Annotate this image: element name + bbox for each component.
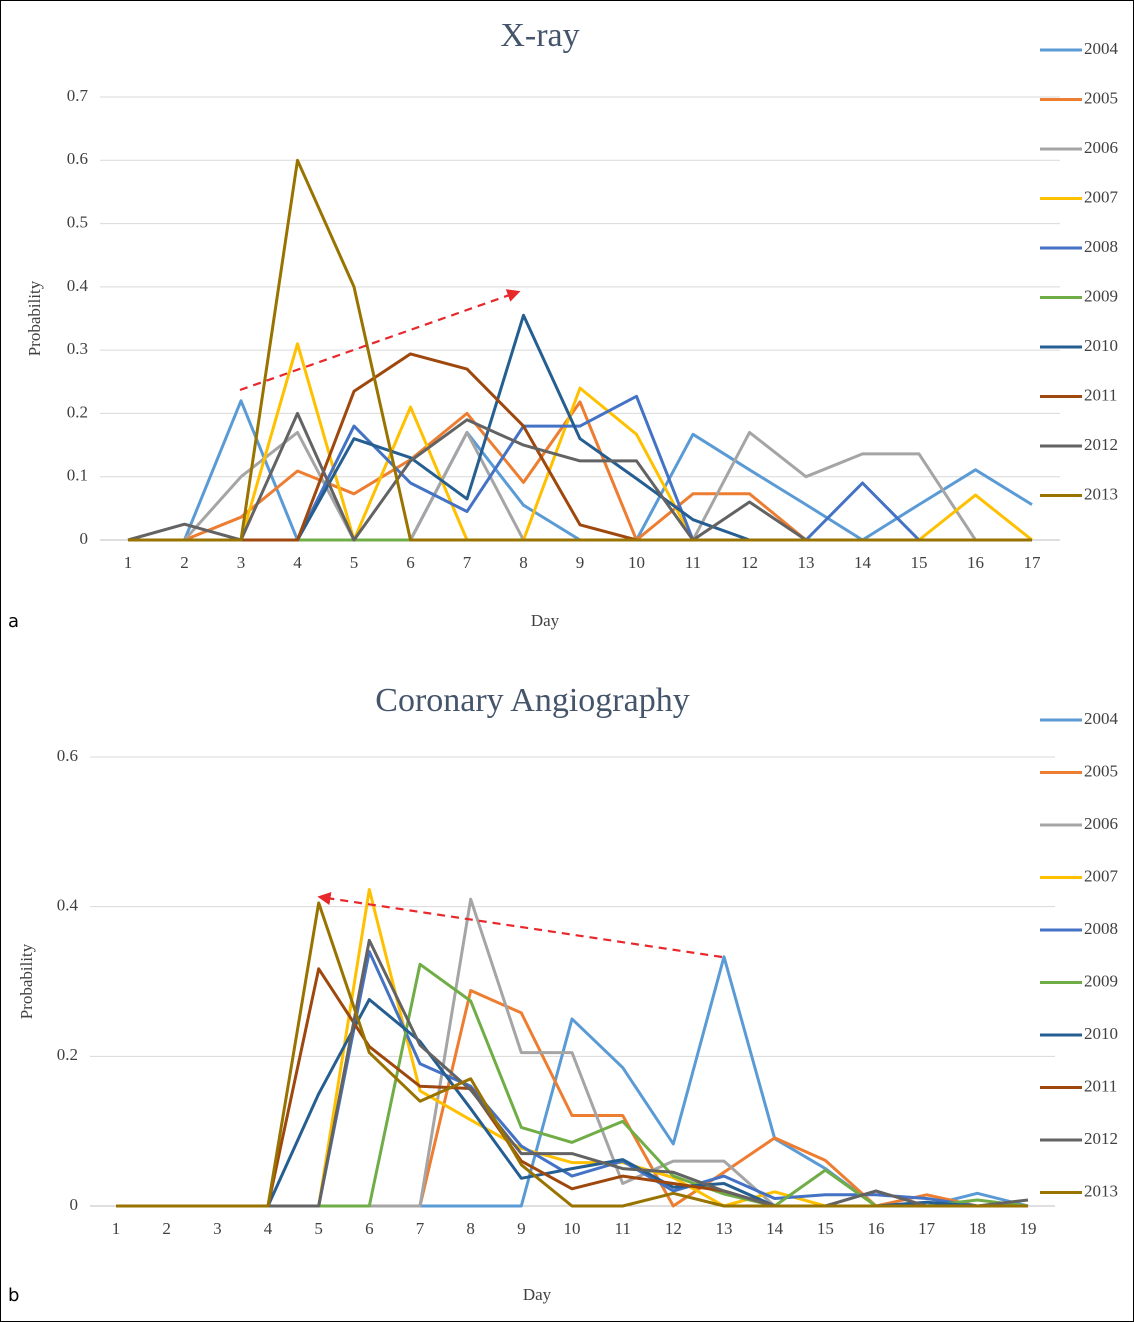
legend-label: 2013	[1084, 1181, 1118, 1200]
x-tick-label: 12	[741, 553, 758, 572]
x-tick-label: 3	[213, 1219, 222, 1238]
y-tick-label: 0.6	[57, 746, 78, 765]
y-tick-label: 0.7	[67, 86, 89, 105]
legend-label: 2011	[1084, 1076, 1117, 1095]
series-line	[116, 938, 1029, 1208]
x-tick-label: 8	[466, 1219, 475, 1238]
x-tick-label: 1	[124, 553, 133, 572]
y-tick-label: 0.3	[67, 339, 88, 358]
legend-label: 2012	[1084, 435, 1118, 454]
x-tick-label: 12	[665, 1219, 682, 1238]
x-tick-label: 16	[967, 553, 984, 572]
y-tick-label: 0	[70, 1195, 79, 1214]
series-line	[116, 888, 1028, 1208]
y-tick-label: 0.5	[67, 212, 88, 231]
legend-label: 2011	[1084, 385, 1117, 404]
y-axis-label: Probability	[17, 943, 36, 1019]
x-tick-label: 13	[716, 1219, 733, 1238]
x-tick-label: 5	[314, 1219, 323, 1238]
chart-title: Coronary Angiography	[375, 682, 689, 719]
x-tick-label: 17	[918, 1219, 936, 1238]
legend-label: 2006	[1084, 138, 1118, 157]
chart-title: X-ray	[500, 17, 579, 54]
x-tick-label: 7	[416, 1219, 425, 1238]
legend-label: 2007	[1084, 187, 1119, 206]
x-tick-label: 3	[237, 553, 246, 572]
x-tick-label: 2	[162, 1219, 171, 1238]
y-tick-label: 0.1	[67, 466, 88, 485]
x-tick-label: 14	[854, 553, 872, 572]
y-tick-label: 0.4	[67, 276, 89, 295]
y-tick-label: 0.2	[57, 1045, 78, 1064]
x-tick-label: 10	[564, 1219, 581, 1238]
series-line	[128, 158, 1032, 542]
x-tick-label: 2	[180, 553, 189, 572]
series-line	[116, 901, 1028, 1208]
x-tick-label: 6	[406, 553, 415, 572]
legend-label: 2010	[1084, 1024, 1118, 1043]
y-tick-label: 0.6	[67, 149, 88, 168]
legend-label: 2009	[1084, 971, 1118, 990]
legend-label: 2008	[1084, 237, 1118, 256]
y-tick-label: 0	[80, 529, 89, 548]
legend-label: 2008	[1084, 919, 1118, 938]
legend-label: 2005	[1084, 761, 1118, 780]
series-line	[128, 342, 1033, 542]
legend-label: 2007	[1084, 866, 1119, 885]
x-tick-label: 13	[798, 553, 815, 572]
legend-label: 2004	[1084, 39, 1119, 58]
x-tick-label: 9	[517, 1219, 526, 1238]
legend-label: 2004	[1084, 709, 1119, 728]
x-tick-label: 16	[868, 1219, 885, 1238]
x-tick-label: 11	[614, 1219, 630, 1238]
y-axis-label: Probability	[25, 280, 44, 356]
x-tick-label: 11	[685, 553, 701, 572]
legend-label: 2005	[1084, 88, 1118, 107]
y-tick-label: 0.2	[67, 402, 88, 421]
x-tick-label: 9	[576, 553, 585, 572]
legend-label: 2012	[1084, 1129, 1118, 1148]
x-tick-label: 14	[766, 1219, 784, 1238]
x-tick-label: 4	[264, 1219, 273, 1238]
x-tick-label: 6	[365, 1219, 374, 1238]
legend-label: 2006	[1084, 814, 1118, 833]
legend-label: 2010	[1084, 336, 1118, 355]
series-line	[116, 897, 1028, 1208]
y-tick-label: 0.4	[57, 896, 79, 915]
trend-arrow	[239, 289, 521, 392]
x-tick-label: 5	[350, 553, 359, 572]
x-tick-label: 15	[911, 553, 928, 572]
x-tick-label: 18	[969, 1219, 986, 1238]
series-line	[128, 394, 1032, 542]
x-axis-label: Day	[523, 1285, 552, 1304]
panel-label: a	[8, 611, 19, 632]
legend-label: 2013	[1084, 484, 1118, 503]
panel-label: b	[8, 1285, 19, 1306]
x-tick-label: 10	[628, 553, 645, 572]
x-tick-label: 4	[293, 553, 302, 572]
x-tick-label: 1	[112, 1219, 121, 1238]
trend-arrow	[317, 892, 723, 959]
x-tick-label: 7	[463, 553, 472, 572]
series-line	[116, 967, 1028, 1208]
x-tick-label: 15	[817, 1219, 834, 1238]
series-line	[128, 313, 1032, 542]
legend-label: 2009	[1084, 286, 1118, 305]
plots: 00.10.20.30.40.50.60.71 2 3 4 5 6 7 8 9 10 11 12 13 1…	[8, 17, 1119, 1306]
x-tick-label: 19	[1020, 1219, 1037, 1238]
x-axis-label: Day	[531, 611, 560, 630]
x-tick-label: 8	[519, 553, 528, 572]
x-tick-label: 17	[1024, 553, 1042, 572]
